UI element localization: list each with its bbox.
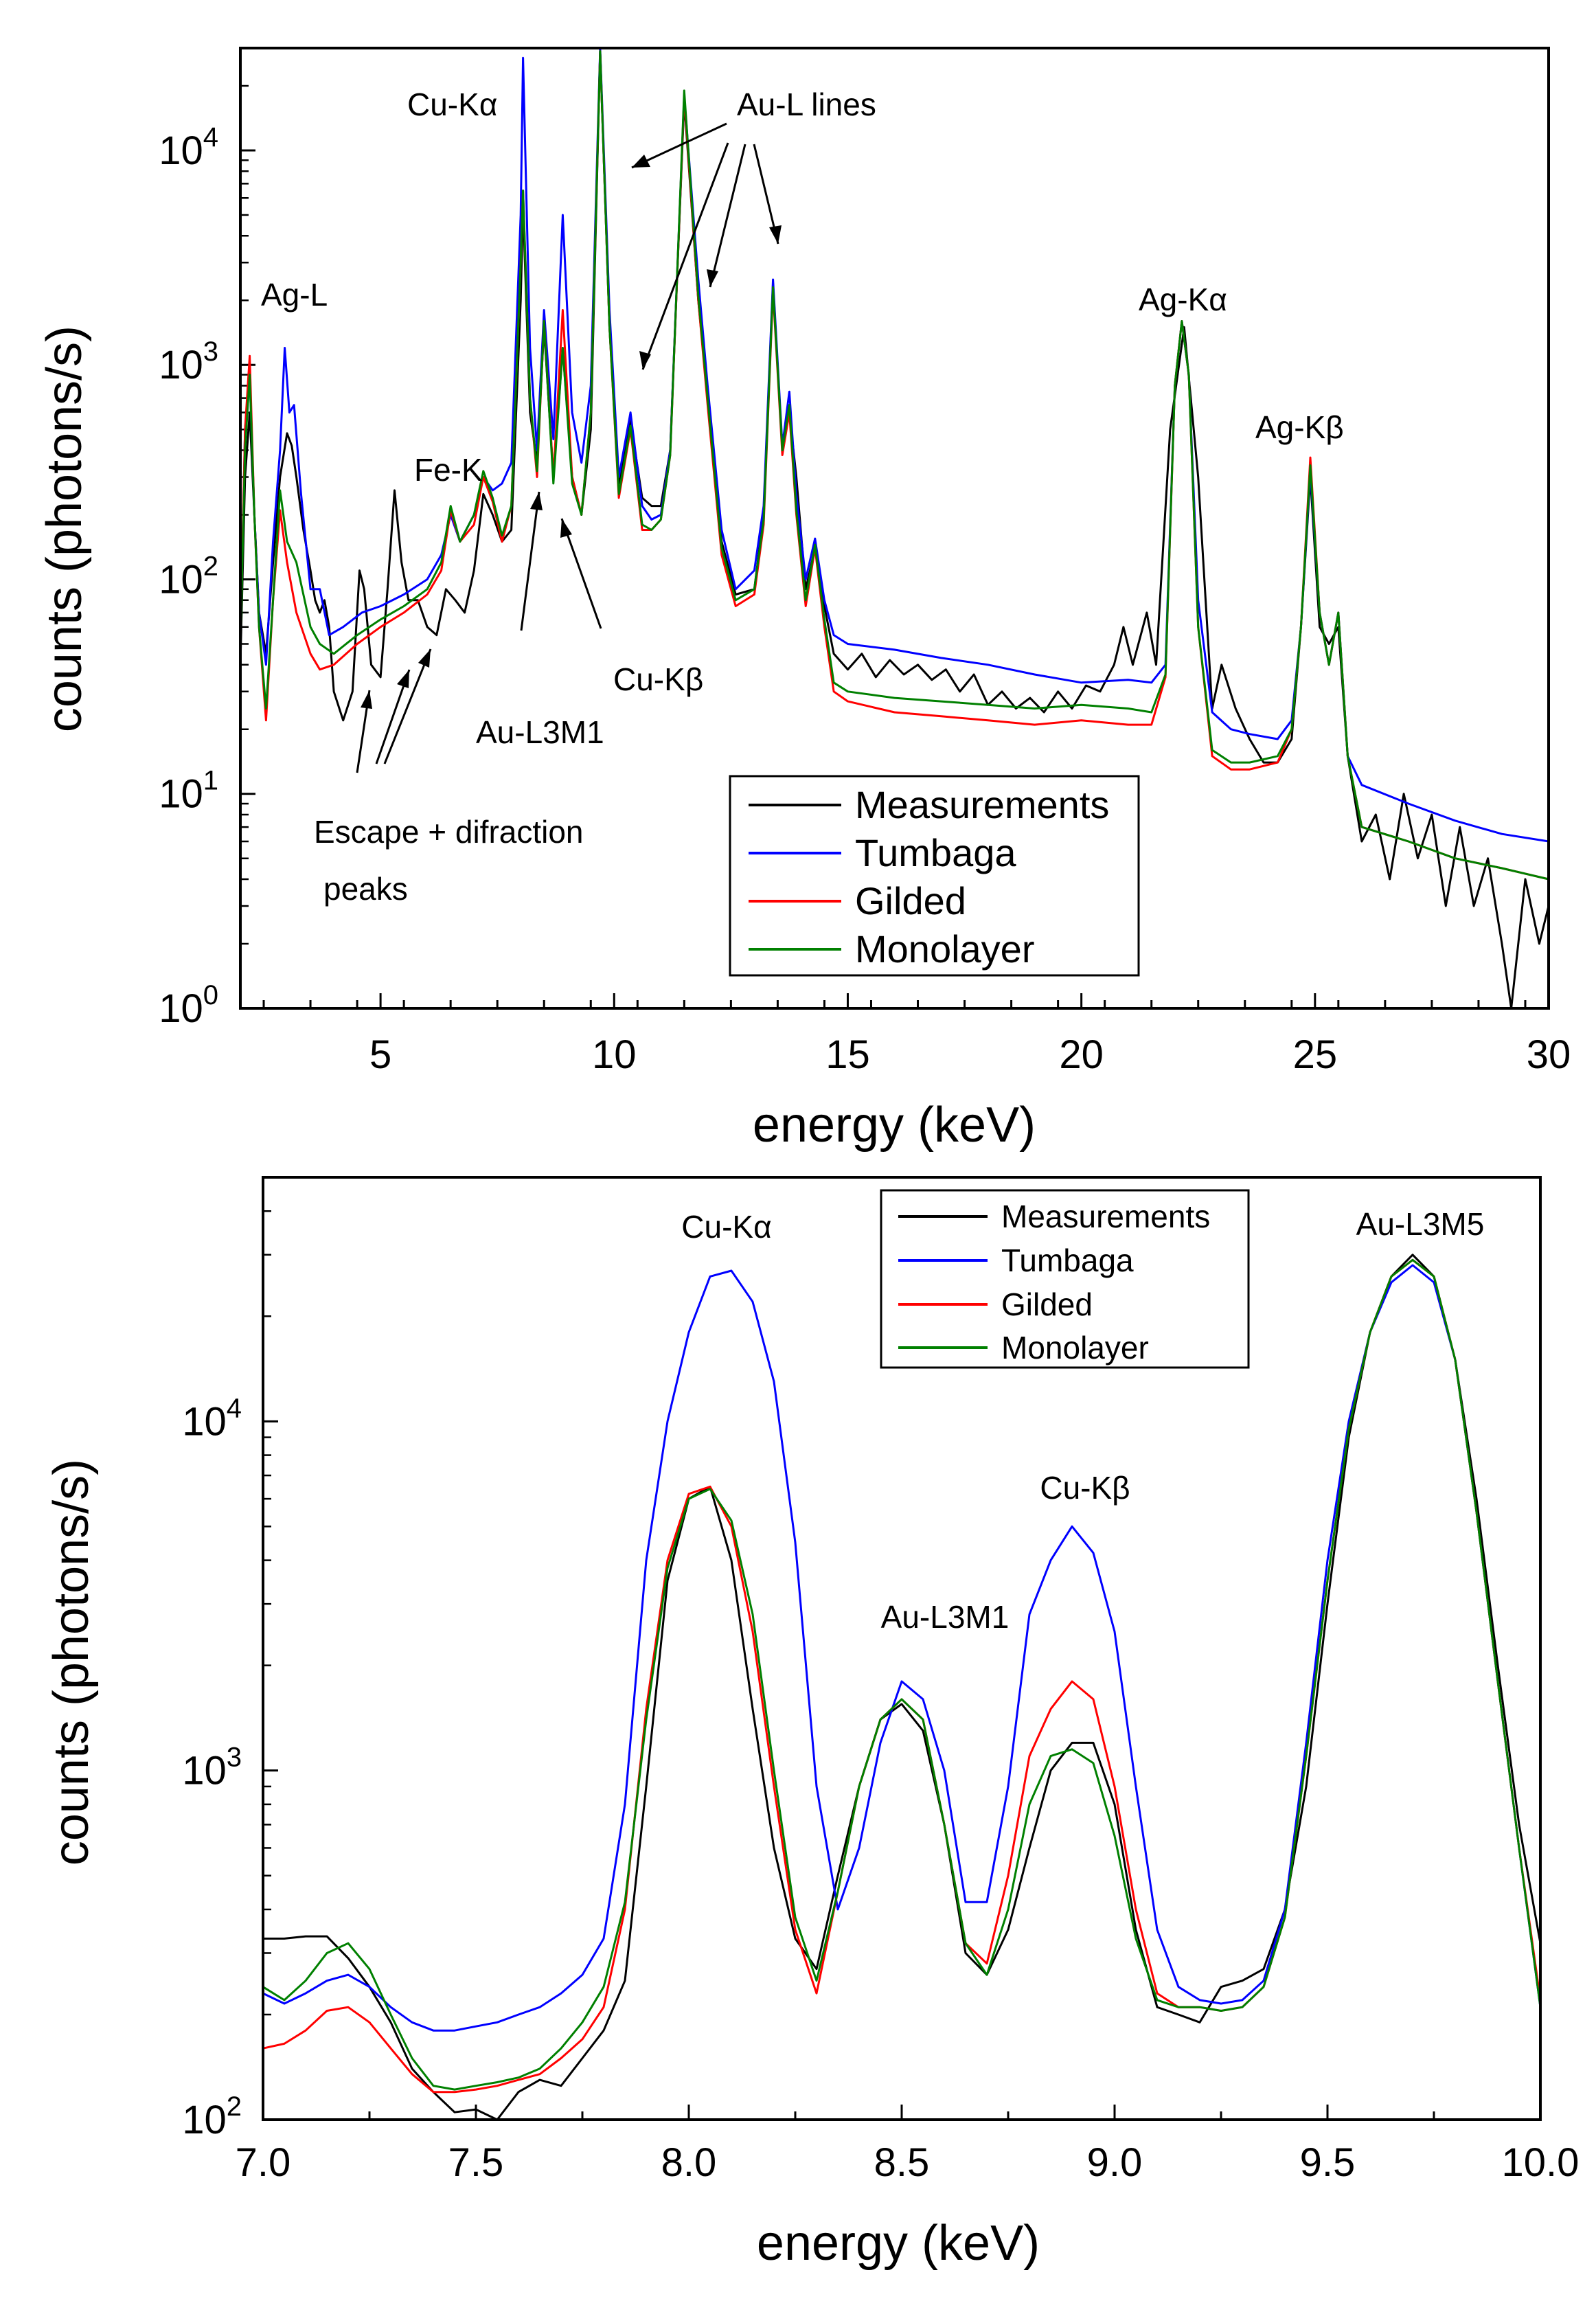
zoom-annotation-cu-kbeta: Cu-Kβ [1040,1470,1130,1506]
zoom-spectrum-chart: 7.0 7.5 8.0 8.5 9.0 9.5 10.0 102 103 104 energy … [44,1176,1580,2271]
arrowhead-escape-3 [418,649,431,668]
zoom-annotation-cu-kalpha: Cu-Kα [681,1209,771,1245]
zoom-series-group [262,1254,1542,2121]
overview-y-tick-label: 103 [159,337,218,387]
zoom-x-axis-title: energy (keV) [757,2216,1040,2271]
arrowhead-escape-2 [397,670,409,688]
overview-y-tick-label: 104 [159,122,218,173]
overview-x-tick-label: 10 [592,1032,637,1077]
zoom-series-tumbaga [262,1264,1542,2032]
zoom-legend-box [880,1189,1250,1369]
zoom-y-tick-labels: 102 103 104 [182,1393,242,2142]
overview-x-tick-labels: 5 10 15 20 25 30 [369,1032,1571,1077]
annotation-cu-kalpha: Cu-Kα [407,87,497,122]
arrow-au-l-3 [709,144,746,288]
annotation-cu-kbeta: Cu-Kβ [613,661,703,697]
overview-series-group [239,47,1550,1010]
zoom-x-tick-label: 9.5 [1300,2140,1356,2185]
zoom-x-tick-label: 7.5 [448,2140,504,2185]
zoom-legend-label-measurements: Measurements [1001,1199,1210,1234]
overview-y-tick-label: 102 [159,551,218,602]
arrow-au-l3m1 [520,491,540,631]
legend-label-gilded: Gilded [855,879,966,922]
arrow-au-l-2 [641,142,729,370]
overview-series-monolayer [239,50,1549,881]
overview-x-tick-label: 5 [369,1032,391,1077]
arrowhead-au-l-4 [769,225,782,244]
annotation-au-l3m1: Au-L3M1 [476,714,604,750]
arrowhead-escape-1 [361,690,372,709]
zoom-legend-label-tumbaga: Tumbaga [1001,1243,1134,1278]
overview-plot-frame [239,47,1550,1010]
zoom-y-tick-label: 103 [182,1743,242,1793]
arrowhead-au-l-3 [707,269,718,287]
arrowhead-au-l-2 [639,351,651,370]
legend-label-tumbaga: Tumbaga [855,831,1016,874]
overview-y-axis-title: counts (photons/s) [37,326,92,732]
zoom-series-measurements [263,1254,1542,2121]
overview-arrowheads [361,155,782,709]
overview-y-tick-label: 101 [159,766,218,817]
zoom-x-tick-label: 8.0 [661,2140,717,2185]
overview-x-tick-label: 15 [825,1032,870,1077]
annotation-escape-peaks-line2: peaks [323,871,408,907]
annotation-fe-k: Fe-K [414,452,483,488]
zoom-legend-label-gilded: Gilded [1001,1286,1093,1322]
overview-legend-box [729,775,1140,977]
arrowhead-au-l-1 [632,155,650,168]
overview-x-axis-title: energy (keV) [753,1098,1036,1153]
zoom-y-axis-title: counts (photons/s) [44,1459,99,1866]
overview-legend: Measurements Tumbaga Gilded Monolayer [729,775,1140,977]
annotation-ag-kbeta: Ag-Kβ [1255,409,1344,445]
annotation-ag-l: Ag-L [261,277,328,313]
overview-x-tick-label: 30 [1527,1032,1571,1077]
overview-x-tick-label: 20 [1059,1032,1104,1077]
zoom-plot-frame [262,1176,1542,2121]
annotation-escape-peaks-line1: Escape + difraction [314,814,584,850]
overview-y-tick-labels: 100 101 102 103 104 [159,122,218,1031]
zoom-annotation-au-l3m1: Au-L3M1 [881,1599,1010,1635]
overview-spectrum-chart: 5 10 15 20 25 30 100 101 102 103 104 energy (keV)… [37,47,1571,1153]
zoom-y-tick-label: 102 [182,2092,242,2142]
arrowhead-au-l3m1 [530,492,543,510]
zoom-y-tick-label: 104 [182,1393,242,1444]
arrow-au-l-1 [631,122,727,169]
zoom-legend-label-monolayer: Monolayer [1001,1330,1149,1365]
legend-label-measurements: Measurements [855,783,1109,826]
zoom-x-tick-labels: 7.0 7.5 8.0 8.5 9.0 9.5 10.0 [236,2140,1580,2185]
zoom-x-tick-label: 10.0 [1502,2140,1580,2185]
annotation-au-l-lines: Au-L lines [737,87,876,122]
zoom-x-tick-label: 8.5 [874,2140,930,2185]
overview-x-tick-label: 25 [1293,1032,1338,1077]
overview-y-tick-label: 100 [159,980,218,1031]
annotation-ag-kalpha: Ag-Kα [1139,282,1227,317]
arrow-cu-kbeta [560,518,602,629]
arrow-escape-3 [383,648,432,764]
zoom-x-tick-label: 9.0 [1087,2140,1143,2185]
legend-label-monolayer: Monolayer [855,927,1034,971]
arrowhead-cu-kbeta [560,519,572,538]
zoom-x-tick-label: 7.0 [236,2140,291,2185]
zoom-series-monolayer [262,1258,1542,2091]
zoom-annotation-au-l3m5: Au-L3M5 [1356,1206,1485,1242]
zoom-legend: Measurements Tumbaga Gilded Monolayer [880,1189,1250,1369]
